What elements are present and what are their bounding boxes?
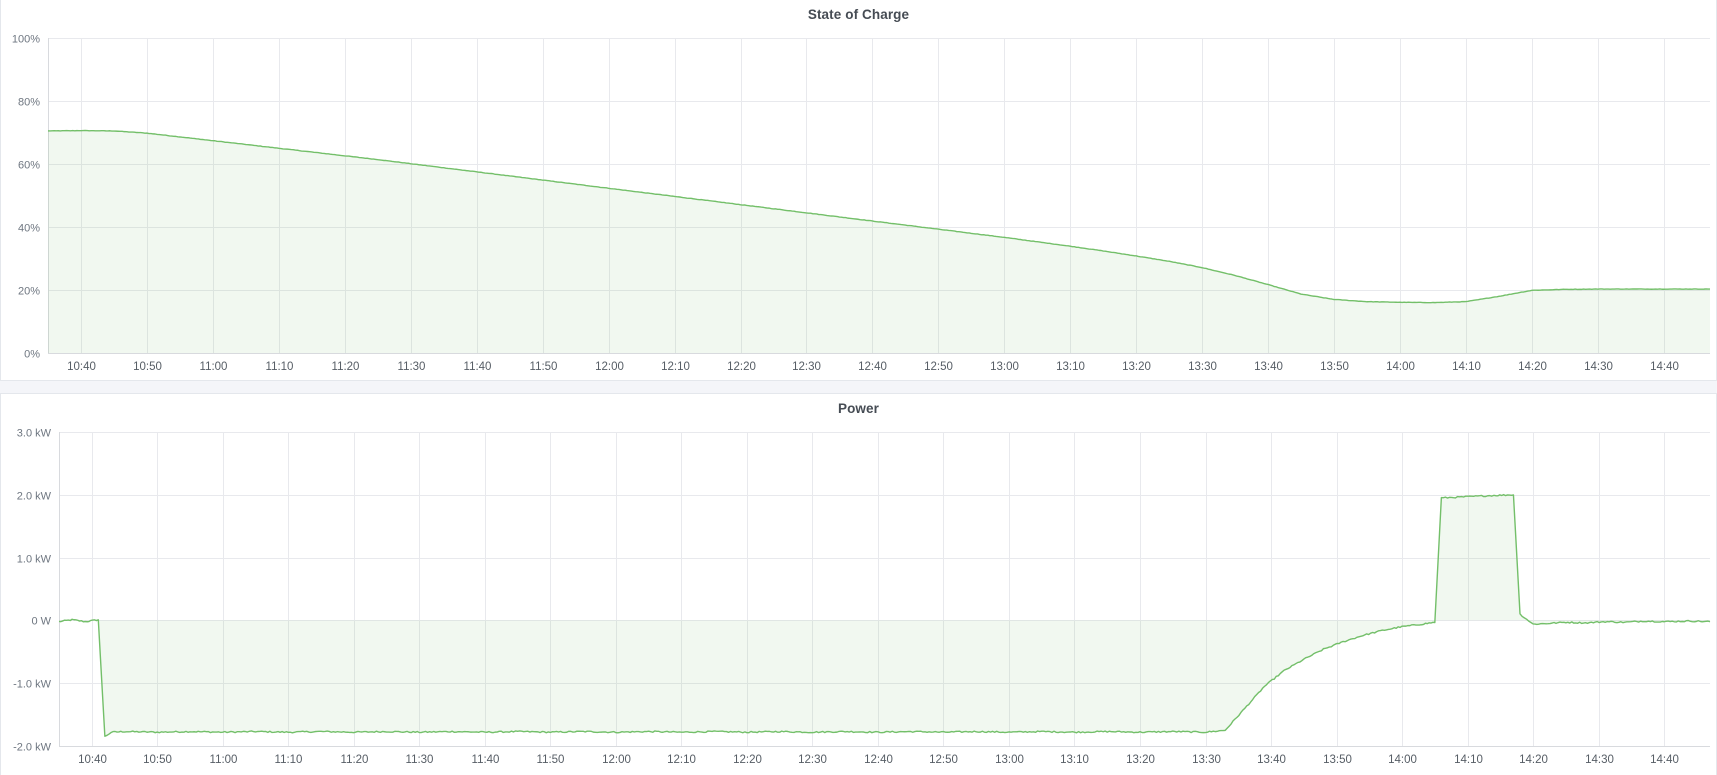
x-axis-tick-label: 13:10 [1060,754,1089,766]
x-axis-tick-label: 11:30 [398,361,426,373]
x-axis-tick-label: 10:40 [78,754,107,766]
x-axis-tick-label: 14:10 [1454,754,1483,766]
y-axis-tick-label: 100% [12,34,40,46]
y-axis-tick-label: 20% [18,286,40,298]
x-axis-tick-label: 12:10 [667,754,696,766]
y-axis-tick-label: 1.0 kW [17,554,52,566]
x-axis-tick-label: 11:20 [332,361,360,373]
y-axis-tick-label: 0% [24,349,40,361]
x-axis-tick-label: 13:20 [1122,361,1151,373]
series-line[interactable] [58,493,1711,737]
x-axis-tick-label: 13:30 [1192,754,1221,766]
x-axis-tick-label: 11:00 [210,754,238,766]
chart-svg-state-of-charge[interactable]: 0% 20% 40% 60% 80% 100% 10:40 10:50 11:00 11:10 11… [1,28,1717,381]
x-axis-tick-label: 12:20 [727,361,756,373]
x-axis-tick-label: 11:00 [200,361,228,373]
x-axis-tick-label: 14:30 [1585,754,1614,766]
y-axis-tick-label: -1.0 kW [13,679,52,691]
x-axis-tick-label: 11:20 [341,754,369,766]
x-axis-tick-label: 13:50 [1323,754,1352,766]
x-axis-tick-label: 11:50 [537,754,565,766]
x-axis-tick-label: 14:40 [1650,361,1679,373]
x-axis-tick-label: 13:30 [1188,361,1217,373]
x-axis-tick-label: 12:40 [864,754,893,766]
x-axis-tick-label: 11:40 [464,361,492,373]
x-axis-tick-label: 14:30 [1584,361,1613,373]
x-axis-tick-label: 12:10 [661,361,690,373]
x-axis-tick-label: 11:10 [266,361,294,373]
panel-power[interactable]: Power -2.0 kW -1.0 kW 0 W 1.0 kW 2.0 kW 3.0 k… [0,393,1717,775]
y-axis-tick-label: -2.0 kW [13,742,52,754]
x-axis-tick-label: 12:50 [924,361,953,373]
x-axis-tick-label: 12:20 [733,754,762,766]
x-axis-tick-label: 14:40 [1650,754,1679,766]
x-axis-tick-label: 10:50 [143,754,172,766]
y-axis-tick-label: 0 W [31,616,51,628]
x-axis-tick-label: 14:20 [1519,754,1548,766]
y-axis-tick-label: 2.0 kW [17,491,52,503]
x-axis-tick-label: 11:10 [275,754,303,766]
panel-title-power: Power [837,401,879,416]
chart-state-of-charge[interactable]: 0% 20% 40% 60% 80% 100% 10:40 10:50 11:00 11:10 11… [1,28,1716,380]
chart-power[interactable]: -2.0 kW -1.0 kW 0 W 1.0 kW 2.0 kW 3.0 kW 10:40… [1,422,1716,775]
x-axis-tick-label: 12:40 [858,361,887,373]
x-axis-tick-label: 14:00 [1386,361,1415,373]
x-axis-tick-label: 12:30 [798,754,827,766]
x-axis-tick-label: 14:10 [1452,361,1481,373]
y-axis-tick-label: 60% [18,160,40,172]
y-axis-tick-label: 3.0 kW [17,428,52,440]
x-axis-tick-label: 11:40 [472,754,500,766]
x-axis-tick-label: 12:00 [602,754,631,766]
x-axis-tick-label: 12:30 [792,361,821,373]
x-axis-tick-label: 12:50 [929,754,958,766]
chart-svg-power[interactable]: -2.0 kW -1.0 kW 0 W 1.0 kW 2.0 kW 3.0 kW 10:40… [1,422,1717,775]
x-axis-tick-label: 14:00 [1388,754,1417,766]
panel-title-state-of-charge: State of Charge [807,7,910,22]
x-axis-tick-label: 10:50 [133,361,162,373]
series-line[interactable] [47,129,1710,304]
series-area-fill [59,494,1710,737]
x-axis-tick-label: 13:20 [1126,754,1155,766]
x-axis-tick-label: 13:00 [990,361,1019,373]
x-axis-tick-label: 14:20 [1518,361,1547,373]
x-axis-tick-label: 11:50 [530,361,558,373]
x-axis-tick-label: 11:30 [406,754,434,766]
x-axis-tick-label: 13:40 [1254,361,1283,373]
y-axis-tick-label: 40% [18,223,40,235]
x-axis-tick-label: 13:10 [1056,361,1085,373]
x-axis-tick-label: 12:00 [595,361,624,373]
x-axis-tick-label: 13:40 [1257,754,1286,766]
panel-state-of-charge[interactable]: State of Charge 0% 20% 40% 60% 80% 100% 10:40 1… [0,0,1717,381]
x-axis-tick-label: 13:50 [1320,361,1349,373]
x-axis-tick-label: 10:40 [67,361,96,373]
series-area-fill [48,130,1710,353]
y-axis-tick-label: 80% [18,97,40,109]
x-axis-tick-label: 13:00 [995,754,1024,766]
